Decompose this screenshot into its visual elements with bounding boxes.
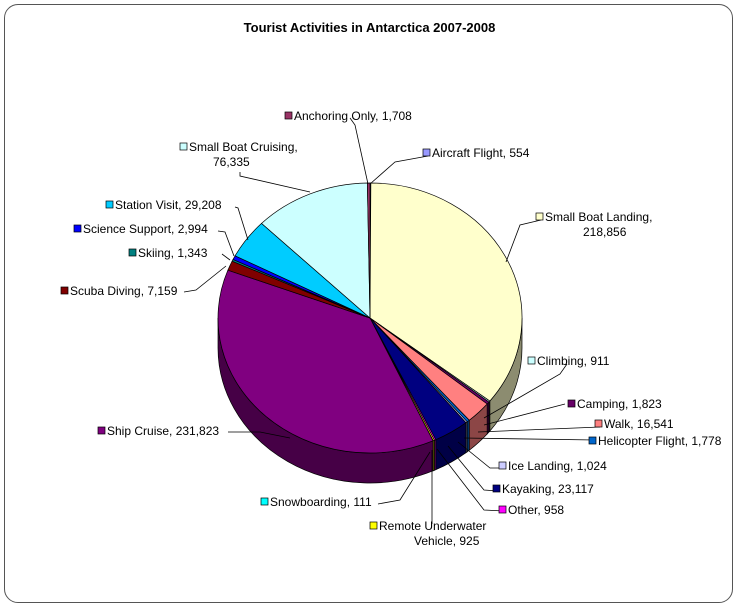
data-label: Other, 958: [508, 503, 564, 517]
pie-slice-anchoring-only: [367, 182, 371, 319]
label-swatch: [594, 419, 603, 428]
label-swatch: [97, 426, 106, 435]
label-swatch: [369, 521, 378, 530]
label-swatch: [498, 505, 507, 514]
label-swatch: [128, 248, 137, 257]
label-swatch: [105, 200, 114, 209]
data-label: 76,335: [213, 155, 250, 169]
leader-line: [463, 437, 596, 441]
leader-line: [477, 426, 601, 433]
leader-line: [234, 206, 249, 241]
label-swatch: [492, 484, 501, 493]
data-label: Camping, 1,823: [577, 397, 662, 411]
data-label: Vehicle, 925: [414, 534, 480, 548]
leader-line: [483, 403, 566, 426]
data-label: Walk, 16,541: [604, 417, 674, 431]
label-swatch: [73, 224, 82, 233]
label-swatch: [260, 497, 269, 506]
data-label: Snowboarding, 111: [270, 495, 372, 509]
data-label: Remote Underwater: [379, 519, 486, 533]
data-label: Climbing, 911: [537, 354, 610, 368]
data-label: Anchoring Only, 1,708: [294, 109, 412, 123]
leader-line: [349, 117, 369, 185]
data-label: 218,856: [583, 225, 627, 239]
data-label: Skiing, 1,343: [138, 246, 208, 260]
label-swatch: [179, 142, 188, 151]
data-label: Small Boat Cruising,: [189, 140, 298, 154]
leader-line: [183, 265, 227, 293]
leader-line: [505, 219, 542, 263]
pie-slice-ship-cruise: [217, 269, 434, 454]
data-label: Ship Cruise, 231,823: [107, 424, 219, 438]
data-label: Station Visit, 29,208: [115, 198, 222, 212]
data-label: Science Support, 2,994: [83, 222, 208, 236]
leader-line: [483, 363, 568, 419]
chart-title: Tourist Activities in Antarctica 2007-20…: [243, 20, 496, 35]
leader-line: [369, 155, 429, 185]
label-swatch: [535, 212, 544, 221]
data-label: Helicopter Flight, 1,778: [598, 434, 722, 448]
label-swatch: [284, 111, 293, 120]
leader-line: [228, 431, 291, 439]
leader-line: [221, 253, 231, 261]
data-label: Ice Landing, 1,024: [508, 459, 607, 473]
data-label: Scuba Diving, 7,159: [70, 284, 178, 298]
label-swatch: [498, 461, 507, 470]
leader-line: [377, 451, 431, 505]
pie-slice-small-boat-cruising: [261, 182, 371, 319]
data-label: Kayaking, 23,117: [502, 482, 594, 496]
data-label: Small Boat Landing,: [545, 210, 652, 224]
label-swatch: [422, 148, 431, 157]
label-swatch: [588, 436, 597, 445]
label-swatch: [60, 286, 69, 295]
leader-line: [436, 448, 505, 512]
leader-line: [217, 230, 235, 257]
label-swatch: [527, 356, 536, 365]
label-swatch: [567, 399, 576, 408]
data-label: Aircraft Flight, 554: [432, 146, 530, 160]
leader-line: [239, 172, 311, 193]
